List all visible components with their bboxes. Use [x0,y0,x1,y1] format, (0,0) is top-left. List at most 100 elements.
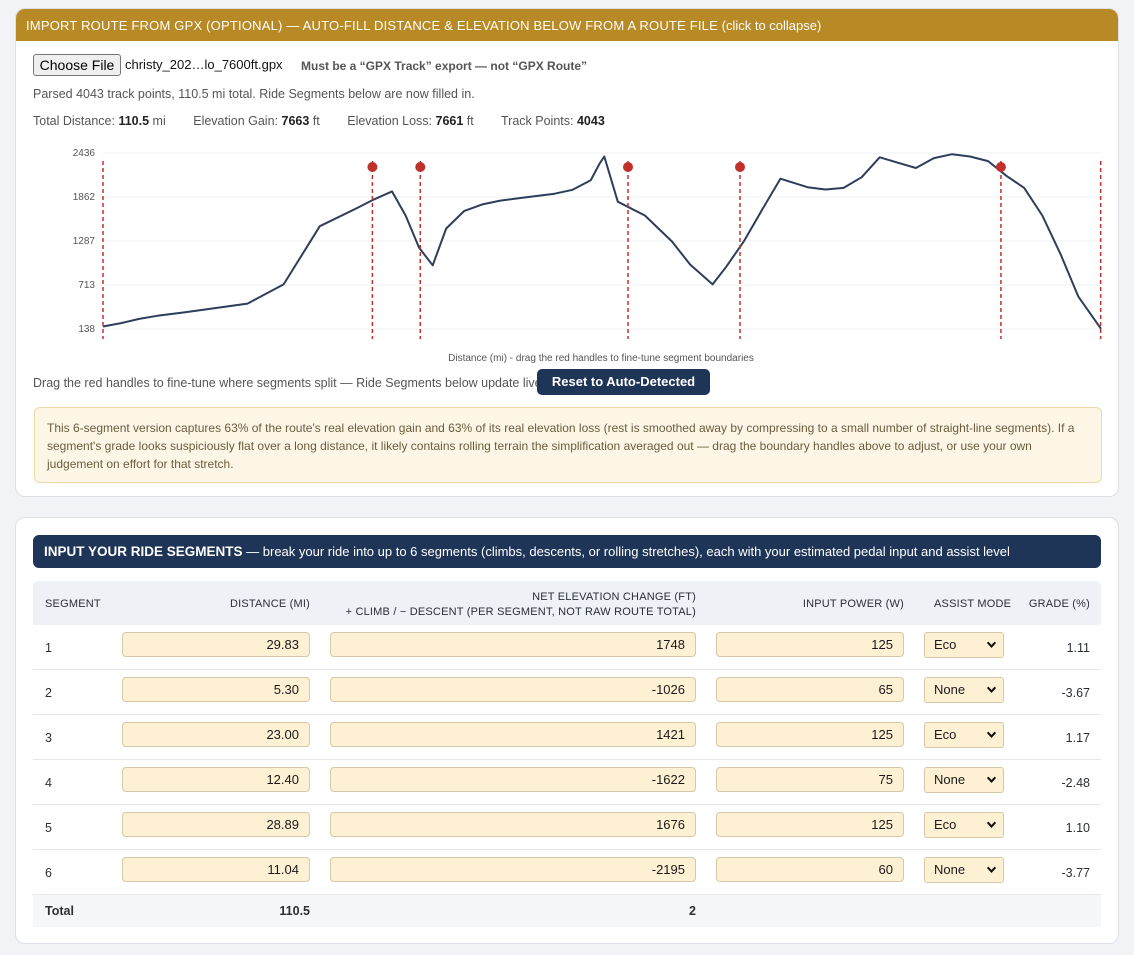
reset-auto-detected-button[interactable]: Reset to Auto-Detected [537,369,710,395]
drag-handle[interactable] [623,162,634,172]
grade-value: 1.10 [1065,821,1090,835]
assist-mode-select[interactable]: None [924,677,1004,703]
power-input[interactable]: 60 [716,857,904,882]
grade-value: -2.48 [1061,776,1091,790]
assist-mode-value: Eco [934,817,957,832]
col-elevation-title: Net Elevation Change (ft) [532,591,696,603]
chevron-down-icon [986,774,997,788]
total-distance-label: Total Distance: [33,114,115,128]
assist-mode-value: Eco [934,637,957,652]
assist-mode-select[interactable]: Eco [924,632,1004,658]
chevron-down-icon [986,864,997,878]
segments-header-title: Input Your Ride Segments [44,544,243,559]
grade-value: -3.77 [1061,866,1091,880]
elevation-gain-label: Elevation Gain: [193,114,279,128]
col-grade: Grade (%) [1028,598,1090,610]
drag-handles-note: Drag the red handles to fine-tune where … [33,376,546,390]
elevation-loss-value: 7661 [435,114,464,128]
segment-row: 2 5.30 -1026 65 None -3.67 [33,670,1101,715]
assist-mode-value: Eco [934,727,957,742]
track-points-value: 4043 [576,114,605,128]
segment-row: 6 11.04 -2195 60 None -3.77 [33,850,1101,895]
power-input[interactable]: 125 [716,722,904,747]
segment-number: 6 [45,866,52,880]
assist-mode-select[interactable]: None [924,767,1004,793]
segments-header: Input Your Ride Segments — break your ri… [33,535,1101,568]
drag-handle[interactable] [415,162,426,172]
elevation-input[interactable]: -1026 [330,677,696,702]
total-row: Total 110.5 2 [33,895,1101,927]
route-stats: Total Distance: 110.5 mi Elevation Gain:… [33,114,629,128]
power-input[interactable]: 125 [716,812,904,837]
segment-row: 4 12.40 -1622 75 None -2.48 [33,760,1101,805]
total-label: Total [45,904,74,918]
drag-handle[interactable] [995,162,1006,172]
col-elevation: Net Elevation Change (ft) + climb / − de… [346,591,696,618]
gpx-header-desc: — Auto-fill distance & elevation below f… [282,18,718,33]
drag-handle[interactable] [735,162,746,172]
distance-input[interactable]: 11.04 [122,857,310,882]
elevation-input[interactable]: -1622 [330,767,696,792]
grade-value: -3.67 [1061,686,1091,700]
segment-row: 3 23.00 1421 125 Eco 1.17 [33,715,1101,760]
assist-mode-select[interactable]: None [924,857,1004,883]
x-axis-label: Distance (mi) - drag the red handles to … [448,353,754,364]
segments-header-desc: — break your ride into up to 6 segments … [242,544,1010,559]
segment-row: 5 28.89 1676 125 Eco 1.10 [33,805,1101,850]
distance-input[interactable]: 23.00 [122,722,310,747]
power-input[interactable]: 75 [716,767,904,792]
y-tick-label: 1862 [73,192,96,203]
gpx-header-title: Import Route from GPX (Optional) [26,18,283,33]
segment-row: 1 29.83 1748 125 Eco 1.11 [33,625,1101,670]
drag-handle[interactable] [367,162,378,172]
elevation-profile-chart[interactable]: 2436 1862 1287 713 138 Distance (mi) - drag t… [31,148,1107,366]
chevron-down-icon [986,819,997,833]
elevation-input[interactable]: 1676 [330,812,696,837]
selected-file-name: christy_202…lo_7600ft.gpx [125,57,283,72]
elevation-loss-label: Elevation Loss: [347,114,433,128]
power-input[interactable]: 65 [716,677,904,702]
col-distance: Distance (mi) [229,598,310,610]
col-power: Input Power (W) [802,598,904,610]
total-distance: 110.5 [279,904,310,918]
segments-table-header: Segment Distance (mi) Net Elevation Chan… [33,581,1101,625]
elevation-input[interactable]: 1748 [330,632,696,657]
assist-mode-value: None [934,682,966,697]
distance-input[interactable]: 29.83 [122,632,310,657]
power-input[interactable]: 125 [716,632,904,657]
assist-mode-value: None [934,772,966,787]
y-tick-label: 2436 [73,148,96,159]
distance-input[interactable]: 5.30 [122,677,310,702]
segment-number: 3 [45,731,52,745]
col-assist: Assist Mode [934,598,1012,610]
segment-number: 5 [45,821,52,835]
segment-number: 2 [45,686,52,700]
col-segment: Segment [45,598,101,610]
segment-number: 4 [45,776,52,790]
distance-input[interactable]: 28.89 [122,812,310,837]
choose-file-button[interactable]: Choose File [33,54,121,76]
elevation-line [102,153,1102,330]
simplification-warning: This 6-segment version captures 63% of t… [34,407,1102,483]
gpx-header-hint: (click to collapse) [718,18,822,33]
y-tick-label: 138 [78,324,95,335]
distance-input[interactable]: 12.40 [122,767,310,792]
elevation-input[interactable]: 1421 [330,722,696,747]
elevation-input[interactable]: -2195 [330,857,696,882]
track-points-label: Track Points: [501,114,574,128]
ride-segments-card: Input Your Ride Segments — break your ri… [15,517,1119,944]
elevation-loss-unit: ft [466,114,474,128]
gpx-collapse-header[interactable]: Import Route from GPX (Optional) — Auto-… [16,9,1118,41]
total-distance-unit: mi [152,114,166,128]
chevron-down-icon [986,639,997,653]
assist-mode-select[interactable]: Eco [924,722,1004,748]
assist-mode-select[interactable]: Eco [924,812,1004,838]
elevation-gain-unit: ft [312,114,320,128]
total-elevation: 2 [689,904,696,918]
segment-number: 1 [45,641,52,655]
y-tick-label: 1287 [73,236,96,247]
grade-value: 1.17 [1065,731,1090,745]
chevron-down-icon [986,684,997,698]
chevron-down-icon [986,729,997,743]
parse-status: Parsed 4043 track points, 110.5 mi total… [33,87,475,101]
